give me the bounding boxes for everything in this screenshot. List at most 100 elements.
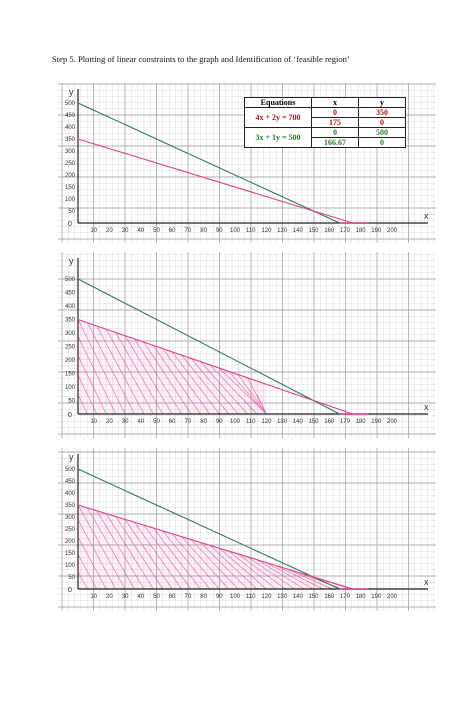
y-tick-label: 500 (65, 277, 76, 283)
x-tick-label: 30 (122, 594, 129, 600)
equation-1-y-2: 0 (358, 117, 406, 128)
x-tick-label: 190 (371, 419, 382, 425)
constraint-line-4x-2y-700 (77, 138, 353, 224)
y-tick-label: 350 (65, 137, 76, 143)
x-tick-label: 70 (185, 419, 192, 425)
x-tick-label: 100 (230, 228, 241, 234)
origin-label: 0 (68, 587, 72, 594)
x-tick-label: 90 (216, 419, 223, 425)
equation-2-y-1: 500 (358, 127, 406, 138)
x-tick-label: 10 (90, 419, 97, 425)
equation-1-x-1: 0 (311, 107, 359, 118)
equation-2-x-1: 0 (311, 127, 359, 138)
x-tick-label: 140 (293, 228, 304, 234)
x-tick-label: 20 (106, 419, 113, 425)
grid (58, 448, 436, 611)
x-axis-symbol: x (424, 211, 429, 221)
x-tick-label: 190 (371, 228, 382, 234)
table-header-equations: Equations (244, 97, 312, 108)
y-tick-label: 300 (65, 515, 76, 521)
y-tick-label: 50 (68, 575, 75, 581)
x-tick-label: 70 (185, 594, 192, 600)
equation-1-y-1: 350 (358, 107, 406, 118)
x-tick-label: 160 (324, 228, 335, 234)
x-tick-label: 30 (122, 419, 129, 425)
x-tick-label: 80 (200, 228, 207, 234)
x-tick-label: 10 (90, 228, 97, 234)
constraint-line-3x-1y-500 (77, 278, 340, 415)
equation-2-y-2: 0 (358, 137, 406, 148)
constraint-line-3x-1y-500 (77, 468, 340, 590)
x-tick-label: 80 (200, 594, 207, 600)
table-header-y: y (358, 97, 406, 108)
y-tick-label: 500 (65, 467, 76, 473)
y-tick-label: 400 (65, 125, 76, 131)
feasible-region-fill (78, 319, 267, 414)
y-tick-label: 200 (65, 539, 76, 545)
equation-2-x-2: 166.67 (311, 137, 359, 148)
x-tick-label: 120 (261, 594, 272, 600)
x-tick-label: 170 (340, 594, 351, 600)
y-tick-label: 350 (65, 318, 76, 324)
x-tick-label: 70 (185, 228, 192, 234)
x-tick-label: 200 (387, 228, 398, 234)
y-tick-label: 300 (65, 331, 76, 337)
x-tick-label: 140 (293, 594, 304, 600)
graph-panel-2: y x 0 10 20 30 40 50 60 70 80 90 100 110 120 130 140 150 1… (58, 252, 436, 438)
x-tick-label: 20 (106, 228, 113, 234)
x-axis-symbol: x (424, 402, 429, 412)
x-tick-label: 190 (371, 594, 382, 600)
x-tick-label: 80 (200, 419, 207, 425)
x-tick-label: 60 (169, 594, 176, 600)
x-tick-label: 200 (387, 594, 398, 600)
constraint-line-4x-2y-700 (77, 504, 353, 590)
y-axis-symbol: y (69, 87, 74, 97)
x-tick-label: 40 (137, 594, 144, 600)
y-axis-symbol: y (69, 256, 74, 266)
x-tick-label: 10 (90, 594, 97, 600)
x-tick-label: 90 (216, 594, 223, 600)
y-tick-label: 250 (65, 345, 76, 351)
constraint-line-3x-1y-500 (77, 102, 340, 224)
y-tick-label: 100 (65, 385, 76, 391)
graph-3: y x 0 10 20 30 40 50 60 70 80 90 100 110 120 130 140 150 1… (58, 448, 436, 611)
y-tick-label: 100 (65, 563, 76, 569)
x-tick-label: 130 (277, 228, 288, 234)
y-tick-label: 300 (65, 149, 76, 155)
y-tick-label: 100 (65, 197, 76, 203)
y-tick-label: 250 (65, 161, 76, 167)
y-tick-label: 500 (65, 101, 76, 107)
y-tick-label: 150 (65, 185, 76, 191)
x-tick-label: 60 (169, 228, 176, 234)
origin-label: 0 (68, 221, 72, 228)
x-tick-label: 40 (137, 228, 144, 234)
y-tick-label: 50 (68, 399, 75, 405)
origin-label: 0 (68, 412, 72, 419)
y-tick-label: 200 (65, 358, 76, 364)
x-tick-label: 180 (356, 594, 367, 600)
y-tick-label: 450 (65, 291, 76, 297)
x-tick-label: 130 (277, 419, 288, 425)
x-tick-label: 110 (246, 419, 256, 425)
x-tick-label: 20 (106, 594, 113, 600)
graph-panel-3: y x 0 10 20 30 40 50 60 70 80 90 100 110 120 130 140 150 1… (58, 448, 436, 611)
x-axis-symbol: x (424, 577, 429, 587)
equation-1: 4x + 2y = 700 (244, 107, 312, 128)
table-header-x: x (311, 97, 359, 108)
x-tick-label: 160 (324, 419, 335, 425)
y-tick-label: 250 (65, 527, 76, 533)
y-axis-symbol: y (69, 452, 74, 462)
x-tick-label: 60 (169, 419, 176, 425)
x-tick-label: 200 (387, 419, 398, 425)
x-tick-label: 30 (122, 228, 129, 234)
step-caption: Step 5. Plotting of linear constraints t… (52, 54, 350, 64)
y-tick-label: 400 (65, 304, 76, 310)
x-tick-label: 150 (308, 419, 319, 425)
x-tick-label: 40 (137, 419, 144, 425)
y-tick-label: 150 (65, 372, 76, 378)
equation-1-x-2: 175 (311, 117, 359, 128)
y-tick-label: 400 (65, 491, 76, 497)
y-tick-label: 450 (65, 113, 76, 119)
y-tick-label: 350 (65, 503, 76, 509)
